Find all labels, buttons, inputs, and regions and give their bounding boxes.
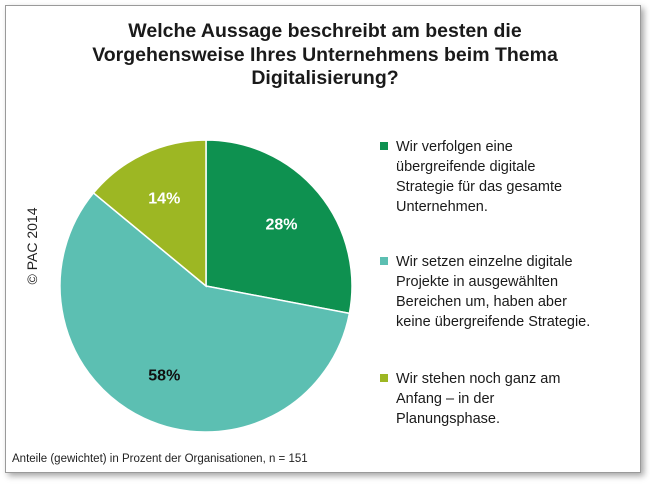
chart-title: Welche Aussage beschreibt am besten die … xyxy=(0,20,650,91)
legend-label-line: Planungsphase. xyxy=(396,411,500,427)
pie-slice xyxy=(92,139,207,288)
legend-label-line: Strategie für das gesamte xyxy=(396,179,563,195)
pie-value-label: 58% xyxy=(148,368,180,385)
legend-swatch xyxy=(380,142,388,150)
legend-label: Wir setzen einzelne digitale Projekte in… xyxy=(396,252,631,332)
footnote: Anteile (gewichtet) in Prozent der Organ… xyxy=(12,453,308,465)
chart-title-line: Digitalisierung? xyxy=(251,67,399,89)
legend-swatch xyxy=(380,257,388,265)
legend-label-line: Unternehmen. xyxy=(396,199,488,215)
legend-label-line: Wir stehen noch ganz am xyxy=(396,371,561,387)
legend-label-line: übergreifende digitale xyxy=(396,159,536,175)
legend-label-line: Bereichen um, haben aber xyxy=(396,294,567,310)
legend-label-line: Wir setzen einzelne digitale xyxy=(396,254,573,270)
pie-value-label: 14% xyxy=(148,190,180,207)
pie-slices xyxy=(59,139,353,433)
pie-slice xyxy=(205,139,353,315)
legend-label: Wir verfolgen eine übergreifende digital… xyxy=(396,137,631,217)
legend-label-line: Projekte in ausgewählten xyxy=(396,274,559,290)
legend-label-line: Anfang – in der xyxy=(396,391,495,407)
legend-label-line: Wir verfolgen eine xyxy=(396,139,513,155)
pie-value-label: 28% xyxy=(265,217,297,234)
pie-slice xyxy=(59,191,351,433)
chart-title-line: Vorgehensweise Ihres Unternehmens beim T… xyxy=(92,43,558,66)
pie-value-labels: 28% 58% 14% xyxy=(148,190,297,384)
legend-label-line: keine übergreifende Strategie. xyxy=(396,314,591,330)
chart-title-line: Welche Aussage beschreibt am besten die xyxy=(128,20,522,42)
legend-swatch xyxy=(380,374,388,382)
legend-label: Wir stehen noch ganz am Anfang – in der … xyxy=(396,369,631,429)
